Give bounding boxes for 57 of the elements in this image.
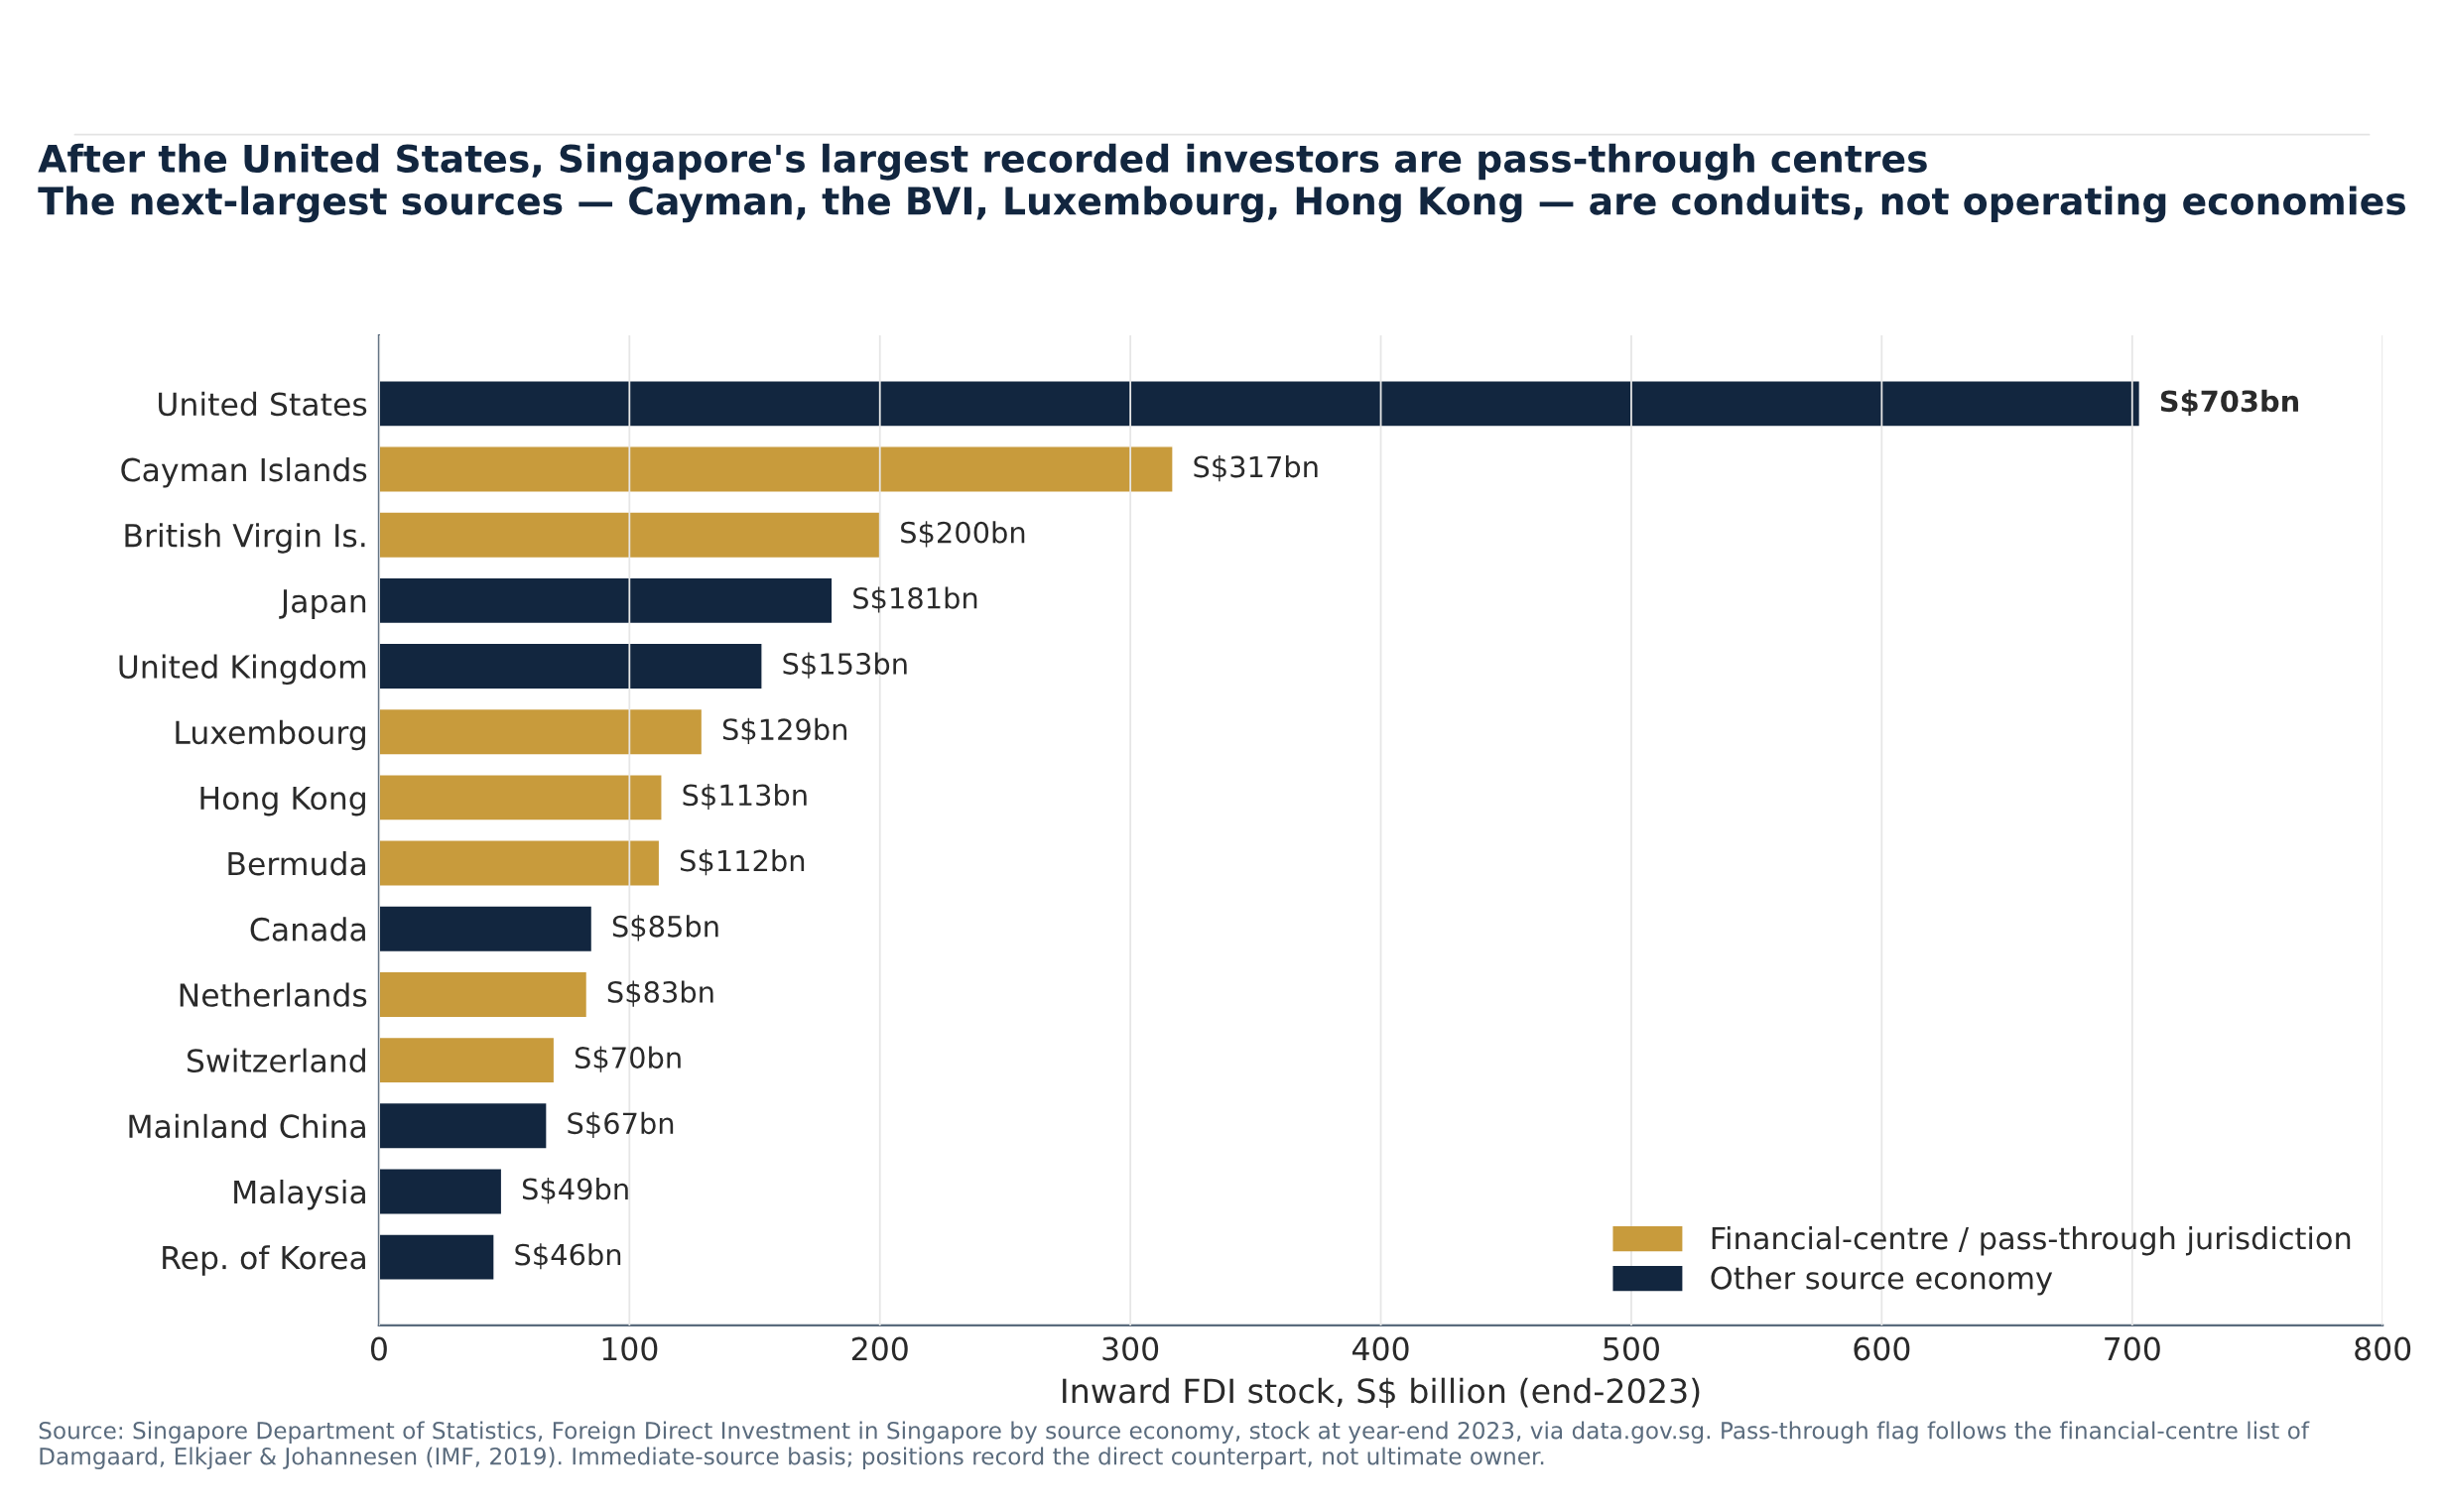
x-tick-label: 800 (2355, 1336, 2411, 1361)
y-tick-label: Switzerland (187, 1048, 365, 1073)
y-tick-label: Rep. of Korea (163, 1245, 365, 1276)
y-tick-label: United Kingdom (119, 654, 366, 686)
x-tick-label: 200 (851, 1336, 908, 1361)
data-label: S$70bn (575, 1046, 681, 1072)
y-tick-label: Mainland China (129, 1113, 365, 1139)
y-tick-label: Luxembourg (176, 719, 365, 751)
y-tick-label: British Virgin Is. (125, 523, 365, 554)
bar (378, 1168, 503, 1215)
data-label: S$112bn (680, 849, 805, 876)
x-tick-label: 300 (1102, 1336, 1159, 1361)
bar (378, 707, 704, 756)
bar (378, 1233, 495, 1281)
chart-title: After the United States, Singapore's largest recorded investors are pass-through centres (38, 143, 1927, 181)
y-tick-label: Canada (250, 917, 365, 942)
x-axis-title: Inward FDI stock, S$ billion (end-2023) (1063, 1377, 1700, 1408)
y-tick-label: Hong Kong (200, 786, 365, 817)
legend-label: Financial-centre / pass-through jurisdiction (1712, 1226, 2351, 1256)
legend-label: Other source economy (1711, 1266, 2053, 1296)
data-label: S$317bn (1194, 455, 1318, 482)
x-tick-label: 0 (370, 1336, 387, 1361)
bar (378, 511, 881, 560)
bar (378, 642, 763, 691)
x-tick-label: 500 (1604, 1336, 1659, 1361)
bar (378, 1036, 556, 1084)
data-label: S$113bn (683, 783, 807, 811)
x-tick-label: 100 (602, 1336, 658, 1361)
data-label: S$129bn (722, 717, 847, 744)
data-label: S$46bn (515, 1243, 621, 1270)
data-label: S$67bn (568, 1111, 674, 1138)
bar (378, 839, 661, 887)
x-tick-label: 700 (2105, 1336, 2160, 1361)
data-label: S$153bn (783, 652, 907, 679)
y-tick-label: Japan (279, 589, 366, 619)
x-tick-label: 600 (1854, 1336, 1910, 1361)
y-tick-label: Bermuda (228, 851, 365, 876)
bar (378, 905, 593, 953)
data-label: S$85bn (612, 915, 718, 942)
source-note: Source: Singapore Department of Statistics, Foreign Direct Investment in Singapore by source economy, stock at year-end 2023, via data.gov.sg. Pass-through flag follows the financial-centre list of Damgaard, Elkjaer & Johannesen (IMF, 2019). Immediate-source basis; positions record the direct counterpart, not ultimate owner. (39, 1421, 2310, 1469)
bar (378, 1101, 548, 1150)
data-label: S$49bn (522, 1177, 628, 1204)
data-label: S$200bn (901, 521, 1025, 548)
bar (378, 379, 2141, 428)
data-label: S$83bn (607, 980, 713, 1007)
bar (378, 576, 834, 625)
y-tick-label: United States (159, 391, 367, 417)
bar (378, 774, 663, 821)
data-label: S$703bn (2160, 389, 2298, 417)
y-tick-label: Malaysia (234, 1179, 365, 1210)
chart-subtitle: The next-largest sources — Cayman, the BVI, Luxembourg, Hong Kong — are conduits, not operating economies (38, 186, 2406, 223)
x-tick-label: 400 (1352, 1336, 1409, 1361)
bar (378, 445, 1174, 493)
y-tick-label: Netherlands (180, 982, 367, 1007)
data-label: S$181bn (853, 586, 977, 613)
y-tick-label: Cayman Islands (121, 457, 367, 488)
bar (378, 970, 588, 1019)
